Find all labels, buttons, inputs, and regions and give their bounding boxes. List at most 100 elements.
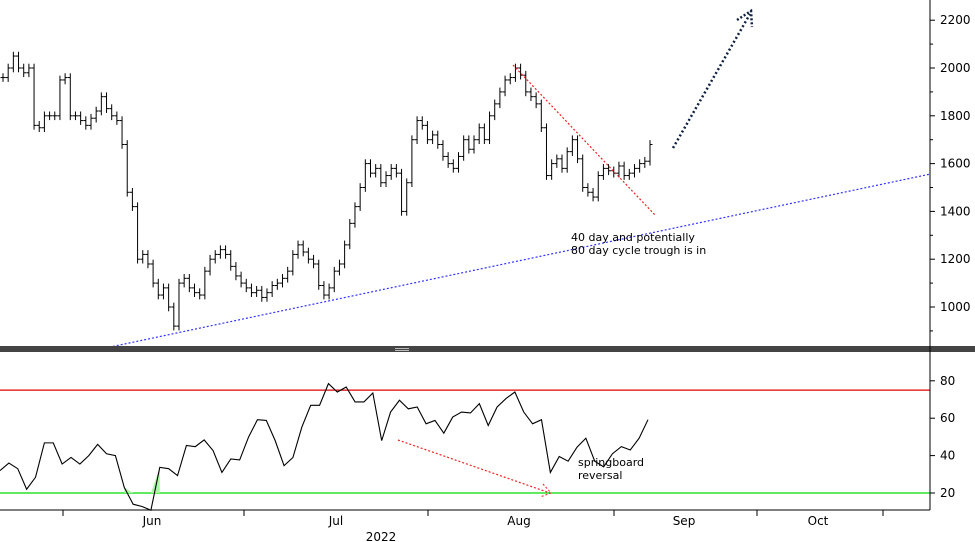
price-bar <box>507 73 513 85</box>
price-bar <box>569 135 575 156</box>
price-bar <box>523 70 529 97</box>
price-bar <box>171 302 177 331</box>
price-bar <box>217 245 223 259</box>
price-bar <box>476 123 482 145</box>
price-bar <box>228 250 234 271</box>
price-bar <box>223 245 229 259</box>
divergence-arrow <box>397 439 551 494</box>
price-bar <box>336 259 342 276</box>
y-tick-label: 1000 <box>940 300 971 314</box>
price-bar <box>388 164 394 180</box>
price-bar <box>611 166 617 178</box>
price-bar <box>295 240 301 259</box>
price-bar <box>104 92 110 113</box>
price-bar <box>10 51 16 73</box>
price-bar <box>419 116 425 130</box>
price-bar <box>41 111 47 133</box>
price-bar <box>528 87 534 101</box>
year-label: 2022 <box>366 530 397 542</box>
price-panel <box>0 8 931 349</box>
price-bar <box>559 154 565 173</box>
price-bar <box>124 140 130 197</box>
price-bar <box>564 147 570 173</box>
y-tick-label: 1600 <box>940 157 971 171</box>
price-bar <box>98 92 104 116</box>
price-bar <box>414 116 420 145</box>
rsi-panel <box>0 382 930 511</box>
price-bar <box>450 159 456 173</box>
springboard-annotation-line2: reversal <box>578 469 622 482</box>
x-tick-label: Sep <box>673 514 696 528</box>
price-bar <box>109 104 115 121</box>
price-bar <box>487 111 493 145</box>
price-bar <box>16 51 22 73</box>
price-bar <box>57 75 63 121</box>
price-bar <box>626 168 632 180</box>
x-tick-label: Oct <box>808 514 829 528</box>
price-bar <box>481 123 487 145</box>
price-bar <box>409 135 415 188</box>
price-bar <box>145 250 151 269</box>
price-bar <box>52 111 58 121</box>
price-bar <box>455 152 461 173</box>
price-bar <box>362 159 368 192</box>
price-bar <box>264 288 270 302</box>
price-bar <box>554 154 560 168</box>
price-bar <box>140 250 146 264</box>
price-bar <box>5 63 11 82</box>
price-bar <box>114 111 120 125</box>
price-bar <box>435 130 441 149</box>
y-tick-label: 1400 <box>940 204 971 218</box>
price-bar <box>399 168 405 216</box>
price-bar <box>492 99 498 121</box>
price-bar <box>150 259 156 288</box>
price-bar <box>502 75 508 97</box>
y-tick-label: 1800 <box>940 109 971 123</box>
price-bar <box>119 116 125 149</box>
price-bar <box>280 274 286 288</box>
rsi-y-tick-label: 60 <box>940 411 955 425</box>
projection-arrow <box>671 13 752 149</box>
price-bar <box>72 111 78 121</box>
price-bar <box>238 271 244 288</box>
price-bar <box>543 123 549 180</box>
price-bar <box>274 278 280 290</box>
price-bar <box>186 274 192 293</box>
price-bar <box>207 254 213 276</box>
rsi-y-tick-label: 20 <box>940 486 955 500</box>
price-bar <box>67 73 73 121</box>
price-bar <box>31 63 37 130</box>
x-tick-label: Jul <box>328 514 343 528</box>
price-bar <box>393 164 399 178</box>
price-bar <box>631 164 637 178</box>
price-bar <box>647 140 653 166</box>
price-bar <box>595 171 601 202</box>
axes: 1000 1200 1400 1600 1800 2000 2200 20 40 60 80 Jun J… <box>0 0 975 528</box>
price-bar <box>357 183 363 211</box>
price-bar <box>342 240 348 269</box>
price-bar <box>404 178 410 216</box>
price-bar <box>233 262 239 281</box>
y-tick-label: 2200 <box>940 13 971 27</box>
price-bar <box>497 87 503 109</box>
price-bar <box>347 219 353 250</box>
price-bar <box>166 283 172 312</box>
price-bar <box>88 113 94 130</box>
x-tick-label: Aug <box>507 514 530 528</box>
price-bar <box>549 159 555 180</box>
price-bar <box>21 63 27 78</box>
price-bar <box>461 135 467 161</box>
rsi-y-tick-label: 80 <box>940 374 955 388</box>
price-bar <box>606 164 612 176</box>
price-bar <box>0 73 6 82</box>
price-bar <box>373 164 379 178</box>
price-bar <box>316 259 322 290</box>
price-bar <box>575 135 581 164</box>
price-bar <box>311 254 317 269</box>
price-bar <box>62 73 68 85</box>
price-bar <box>637 159 643 173</box>
price-bar <box>590 187 596 202</box>
price-bar <box>197 288 203 300</box>
price-bar <box>192 283 198 297</box>
price-bar <box>181 274 187 288</box>
